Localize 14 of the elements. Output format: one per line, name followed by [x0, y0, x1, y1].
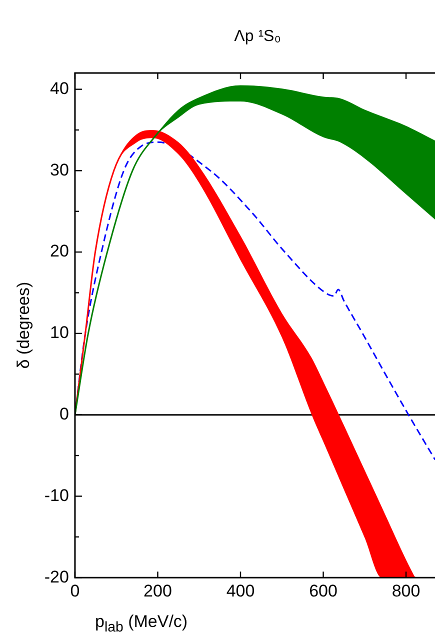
y-tick-label: 0	[60, 404, 69, 424]
x-tick-label: 200	[144, 581, 172, 600]
chart-title: Λp ¹S₀	[233, 28, 282, 46]
x-tick-label: 600	[309, 581, 338, 600]
y-tick-label: 10	[50, 323, 69, 342]
y-tick-label: -20	[44, 567, 69, 586]
y-axis-title: δ (degrees)	[14, 282, 33, 369]
x-tick-label: 800	[392, 581, 420, 600]
x-axis-title: p$_{lab}$ (MeV/c)	[95, 612, 189, 636]
y-tick-label: 30	[50, 160, 69, 180]
y-tick-label: 40	[50, 78, 69, 98]
y-tick-label: -10	[44, 486, 69, 505]
y-tick-label: 20	[50, 242, 69, 261]
x-tick-label: 400	[226, 581, 255, 600]
